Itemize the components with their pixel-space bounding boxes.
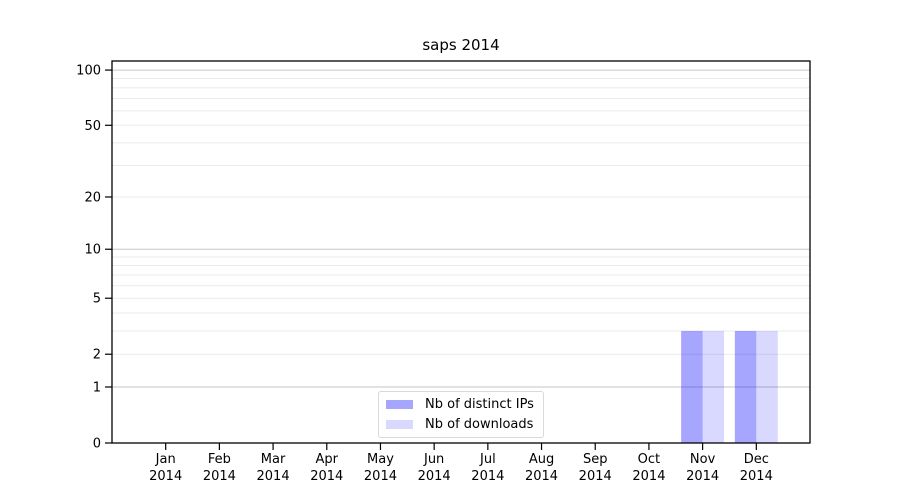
x-tick-label-month: Jun [423,452,444,467]
x-tick-label-year: 2014 [686,469,719,484]
x-tick-label-month: May [367,452,394,467]
x-tick-label-month: Dec [744,452,769,467]
x-tick-label-year: 2014 [418,469,451,484]
y-tick-label: 100 [76,64,101,79]
chart-title: saps 2014 [422,36,500,54]
legend-item: Nb of downloads [386,416,534,433]
x-tick-label-month: Mar [261,452,286,467]
plot-border [111,60,811,444]
x-tick-label-year: 2014 [257,469,290,484]
y-tick-label: 2 [93,348,101,363]
x-tick-label-month: Apr [316,452,339,467]
legend-label-downloads: Nb of downloads [425,417,534,432]
bar-nov-2014-series0 [681,330,703,443]
x-tick-label-month: Nov [690,452,716,467]
legend-item: Nb of distinct IPs [386,396,534,413]
y-tick-label: 0 [93,437,101,452]
x-tick-label-year: 2014 [471,469,504,484]
x-tick-label-year: 2014 [579,469,612,484]
x-tick-label-year: 2014 [203,469,236,484]
y-tick-label: 1 [93,380,101,395]
x-tick-label-year: 2014 [632,469,665,484]
x-tick-label-month: Feb [208,452,231,467]
x-tick-label-month: Aug [529,452,554,467]
x-tick-label-month: Jul [479,452,496,467]
x-tick-label-year: 2014 [740,469,773,484]
bar-nov-2014-series1 [702,330,725,443]
bar-dec-2014-series0 [734,330,757,443]
y-tick-label: 10 [84,243,101,258]
y-tick-label: 20 [84,190,101,205]
y-tick-label: 50 [84,119,101,134]
x-tick-label-year: 2014 [310,469,343,484]
x-tick-label-year: 2014 [149,469,182,484]
legend-label-distinct-ips: Nb of distinct IPs [425,397,534,412]
bar-dec-2014-series1 [756,330,778,443]
x-tick-label-month: Sep [583,452,608,467]
x-tick-label-year: 2014 [364,469,397,484]
x-tick-label-year: 2014 [525,469,558,484]
legend: Nb of distinct IPs Nb of downloads [378,391,544,438]
legend-swatch-downloads [386,420,413,429]
x-tick-label-month: Oct [638,452,660,467]
legend-swatch-distinct-ips [386,400,413,409]
y-tick-label: 5 [93,292,101,307]
x-tick-label-month: Jan [155,452,176,467]
